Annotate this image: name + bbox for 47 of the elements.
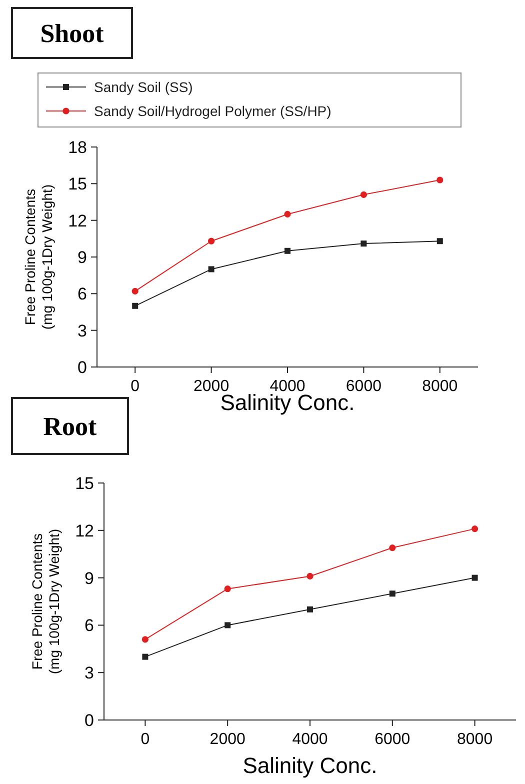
y-tick-label: 15 xyxy=(75,474,94,493)
x-tick-label: 0 xyxy=(140,731,150,748)
legend-label: Sandy Soil (SS) xyxy=(94,79,193,95)
x-tick-label: 8000 xyxy=(422,378,458,395)
y-tick-label: 9 xyxy=(78,248,87,267)
point xyxy=(224,586,231,592)
x-tick-label: 4000 xyxy=(292,731,328,748)
x-axis-title: Salinity Conc. xyxy=(242,753,378,778)
point xyxy=(224,622,231,628)
point xyxy=(142,636,148,643)
point xyxy=(132,302,138,309)
point xyxy=(389,590,396,597)
point xyxy=(284,248,290,254)
y-tick-label: 12 xyxy=(75,521,94,540)
point xyxy=(360,240,367,247)
x-tick-label: 2000 xyxy=(210,731,246,748)
y-tick-label: 6 xyxy=(78,284,87,304)
point xyxy=(472,526,478,532)
point xyxy=(436,238,443,244)
point xyxy=(208,266,214,272)
chart-title: Shoot xyxy=(40,19,104,48)
chart-title: Root xyxy=(43,412,98,441)
y-tick-label: 12 xyxy=(68,211,87,230)
point xyxy=(360,191,367,198)
y-tick-label: 3 xyxy=(78,321,87,340)
point xyxy=(436,176,444,184)
point xyxy=(132,288,138,295)
point xyxy=(472,574,478,581)
point xyxy=(306,572,314,580)
y-tick-label: 18 xyxy=(68,138,87,157)
point xyxy=(142,654,148,660)
point xyxy=(307,606,313,612)
y-tick-label: 15 xyxy=(68,174,87,194)
legend-label: Sandy Soil/Hydrogel Polymer (SS/HP) xyxy=(94,103,332,119)
y-axis-title: Free Proline Contents (mg 100g-1Dry Weight) xyxy=(29,528,62,674)
x-tick-label: 6000 xyxy=(374,731,410,748)
x-tick-label: 8000 xyxy=(457,731,493,748)
point xyxy=(208,238,215,244)
y-tick-label: 0 xyxy=(78,358,87,377)
y-tick-label: 3 xyxy=(84,664,94,683)
y-tick-label: 6 xyxy=(84,616,94,636)
point xyxy=(284,210,291,218)
y-tick-label: 9 xyxy=(84,568,94,588)
x-tick-label: 0 xyxy=(130,378,140,395)
point xyxy=(389,544,396,552)
y-tick-label: 0 xyxy=(84,711,94,730)
y-axis-title: Free Proline Contents (mg 100g-1Dry Weight) xyxy=(22,184,55,330)
